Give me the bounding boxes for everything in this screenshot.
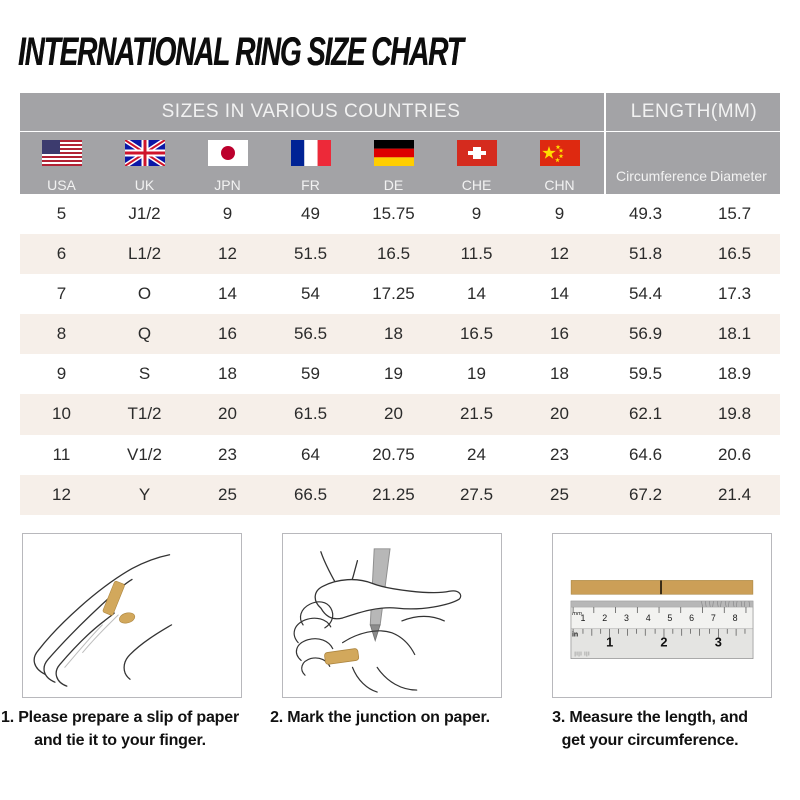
svg-text:5: 5 <box>667 613 672 623</box>
svg-text:8: 8 <box>733 613 738 623</box>
svg-text:2: 2 <box>602 613 607 623</box>
svg-text:7: 7 <box>711 613 716 623</box>
svg-text:3: 3 <box>624 613 629 623</box>
svg-text:mm: mm <box>572 611 582 617</box>
svg-text:4: 4 <box>646 613 651 623</box>
svg-text:6: 6 <box>689 613 694 623</box>
